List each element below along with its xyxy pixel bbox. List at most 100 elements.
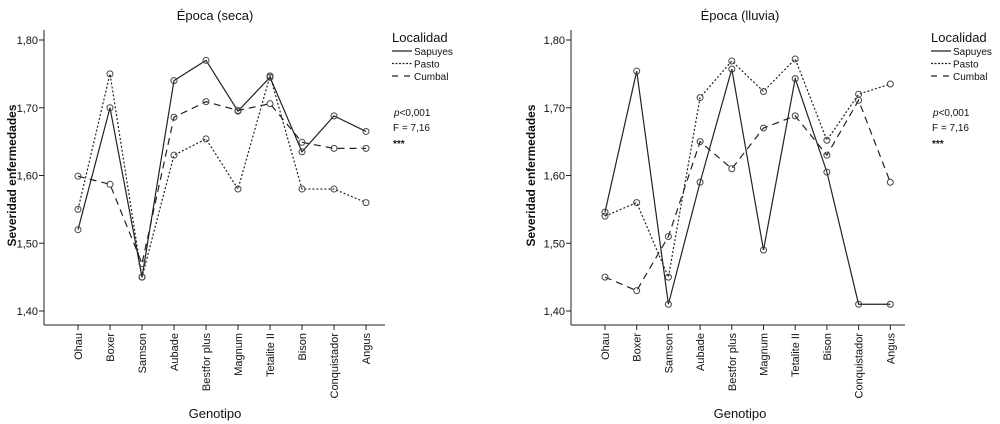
x-tick-label: Bison [822,333,834,361]
data-point-cumbal [791,112,799,120]
x-tick-label: Conquistador [329,333,341,399]
y-tick-label: 1,60 [544,171,565,183]
chart-title: Época (seca) [177,8,254,23]
data-point-pasto [855,90,863,98]
data-point-cumbal [664,232,672,240]
data-point-cumbal [202,98,210,106]
data-point-cumbal [234,106,242,114]
data-point-pasto [74,205,82,213]
x-tick-label: Magnum [759,333,771,376]
data-point-sapuyes [633,67,641,75]
y-axis-label: Severidad enfermedades [524,104,538,246]
data-point-cumbal [330,144,338,152]
y-tick-label: 1,50 [17,238,38,250]
legend-title: Localidad [931,30,987,45]
p-value: p<0,001 [393,108,431,119]
x-tick-label: Aubade [695,333,707,371]
data-point-pasto [633,199,641,207]
legend-label: Sapuyes [414,47,453,58]
data-point-sapuyes [298,148,306,156]
data-point-cumbal [138,260,146,268]
data-point-sapuyes [791,75,799,83]
data-point-sapuyes [106,104,114,112]
chart-1: Época (lluvia) 1,40 1,50 1,60 1,70 1,80 Severi… [524,8,992,421]
data-point-pasto [791,55,799,63]
p-value: p<0,001 [932,108,970,119]
y-axis-label: Severidad enfermedades [5,104,19,246]
data-point-cumbal [170,113,178,121]
data-point-cumbal [886,178,894,186]
data-point-cumbal [362,144,370,152]
y-tick-label: 1,60 [17,171,38,183]
x-tick-label: Bestfor plus [727,333,739,392]
x-tick-label: Aubade [169,333,181,371]
x-tick-label: Bestfor plus [201,333,213,392]
x-tick-label: Samson [137,333,149,373]
x-tick-label: Tetalite II [265,333,277,377]
data-point-sapuyes [823,168,831,176]
data-point-cumbal [823,151,831,159]
data-point-cumbal [601,273,609,281]
data-point-pasto [170,151,178,159]
data-point-pasto [823,136,831,144]
y-tick-label: 1,50 [544,238,565,250]
data-point-pasto [728,57,736,65]
data-point-sapuyes [760,246,767,254]
x-tick-label: Samson [663,333,675,373]
y-tick-label: 1,70 [544,103,565,115]
legend-label: Cumbal [414,72,448,83]
data-point-cumbal [266,100,274,108]
data-point-sapuyes [855,300,863,308]
data-point-cumbal [855,96,863,104]
data-point-sapuyes [362,127,370,135]
data-point-cumbal [74,172,82,180]
legend-label: Pasto [953,60,979,71]
x-axis-label: Genotipo [189,406,242,421]
x-tick-label: Boxer [632,333,644,362]
legend-label: Sapuyes [953,47,992,58]
x-tick-label: Boxer [105,333,117,362]
chart-0: Época (seca) 1,40 1,50 1,60 1,70 1,80 Severida… [5,8,453,421]
x-tick-label: Tetalite II [790,333,802,377]
data-point-sapuyes [664,300,672,308]
series-line-cumbal [77,101,366,266]
data-point-sapuyes [202,56,210,64]
data-point-pasto [760,87,767,95]
x-tick-label: Conquistador [854,333,866,399]
data-point-sapuyes [330,112,338,120]
y-tick-label: 1,80 [17,35,38,47]
data-point-pasto [696,94,704,102]
x-tick-label: Ohau [600,333,612,360]
data-point-cumbal [728,165,736,173]
data-point-sapuyes [170,77,178,85]
x-tick-label: Angus [885,333,897,365]
data-point-sapuyes [601,208,609,216]
series-line-pasto [604,57,891,280]
y-tick-label: 1,70 [17,103,38,115]
y-tick-label: 1,40 [544,306,565,318]
legend-label: Cumbal [953,72,987,83]
data-point-pasto [298,185,306,193]
series-line-sapuyes [604,68,891,305]
x-tick-label: Bison [297,333,309,361]
data-point-cumbal [760,124,767,132]
p-label: p [393,108,400,119]
series-line-sapuyes [77,59,367,278]
data-point-sapuyes [728,65,736,73]
data-point-pasto [202,135,210,143]
series-line-pasto [77,73,367,278]
p-label: p [932,108,939,119]
chart-title: Época (lluvia) [701,8,780,23]
data-point-cumbal [633,287,641,295]
x-tick-label: Magnum [233,333,245,376]
data-point-pasto [234,185,242,193]
data-point-pasto [601,212,609,220]
legend-title: Localidad [392,30,448,45]
significance-stars: *** [393,139,405,150]
data-point-pasto [106,70,114,78]
x-tick-label: Ohau [73,333,85,360]
data-point-sapuyes [696,178,704,186]
data-point-sapuyes [74,226,82,234]
data-point-cumbal [298,138,306,146]
